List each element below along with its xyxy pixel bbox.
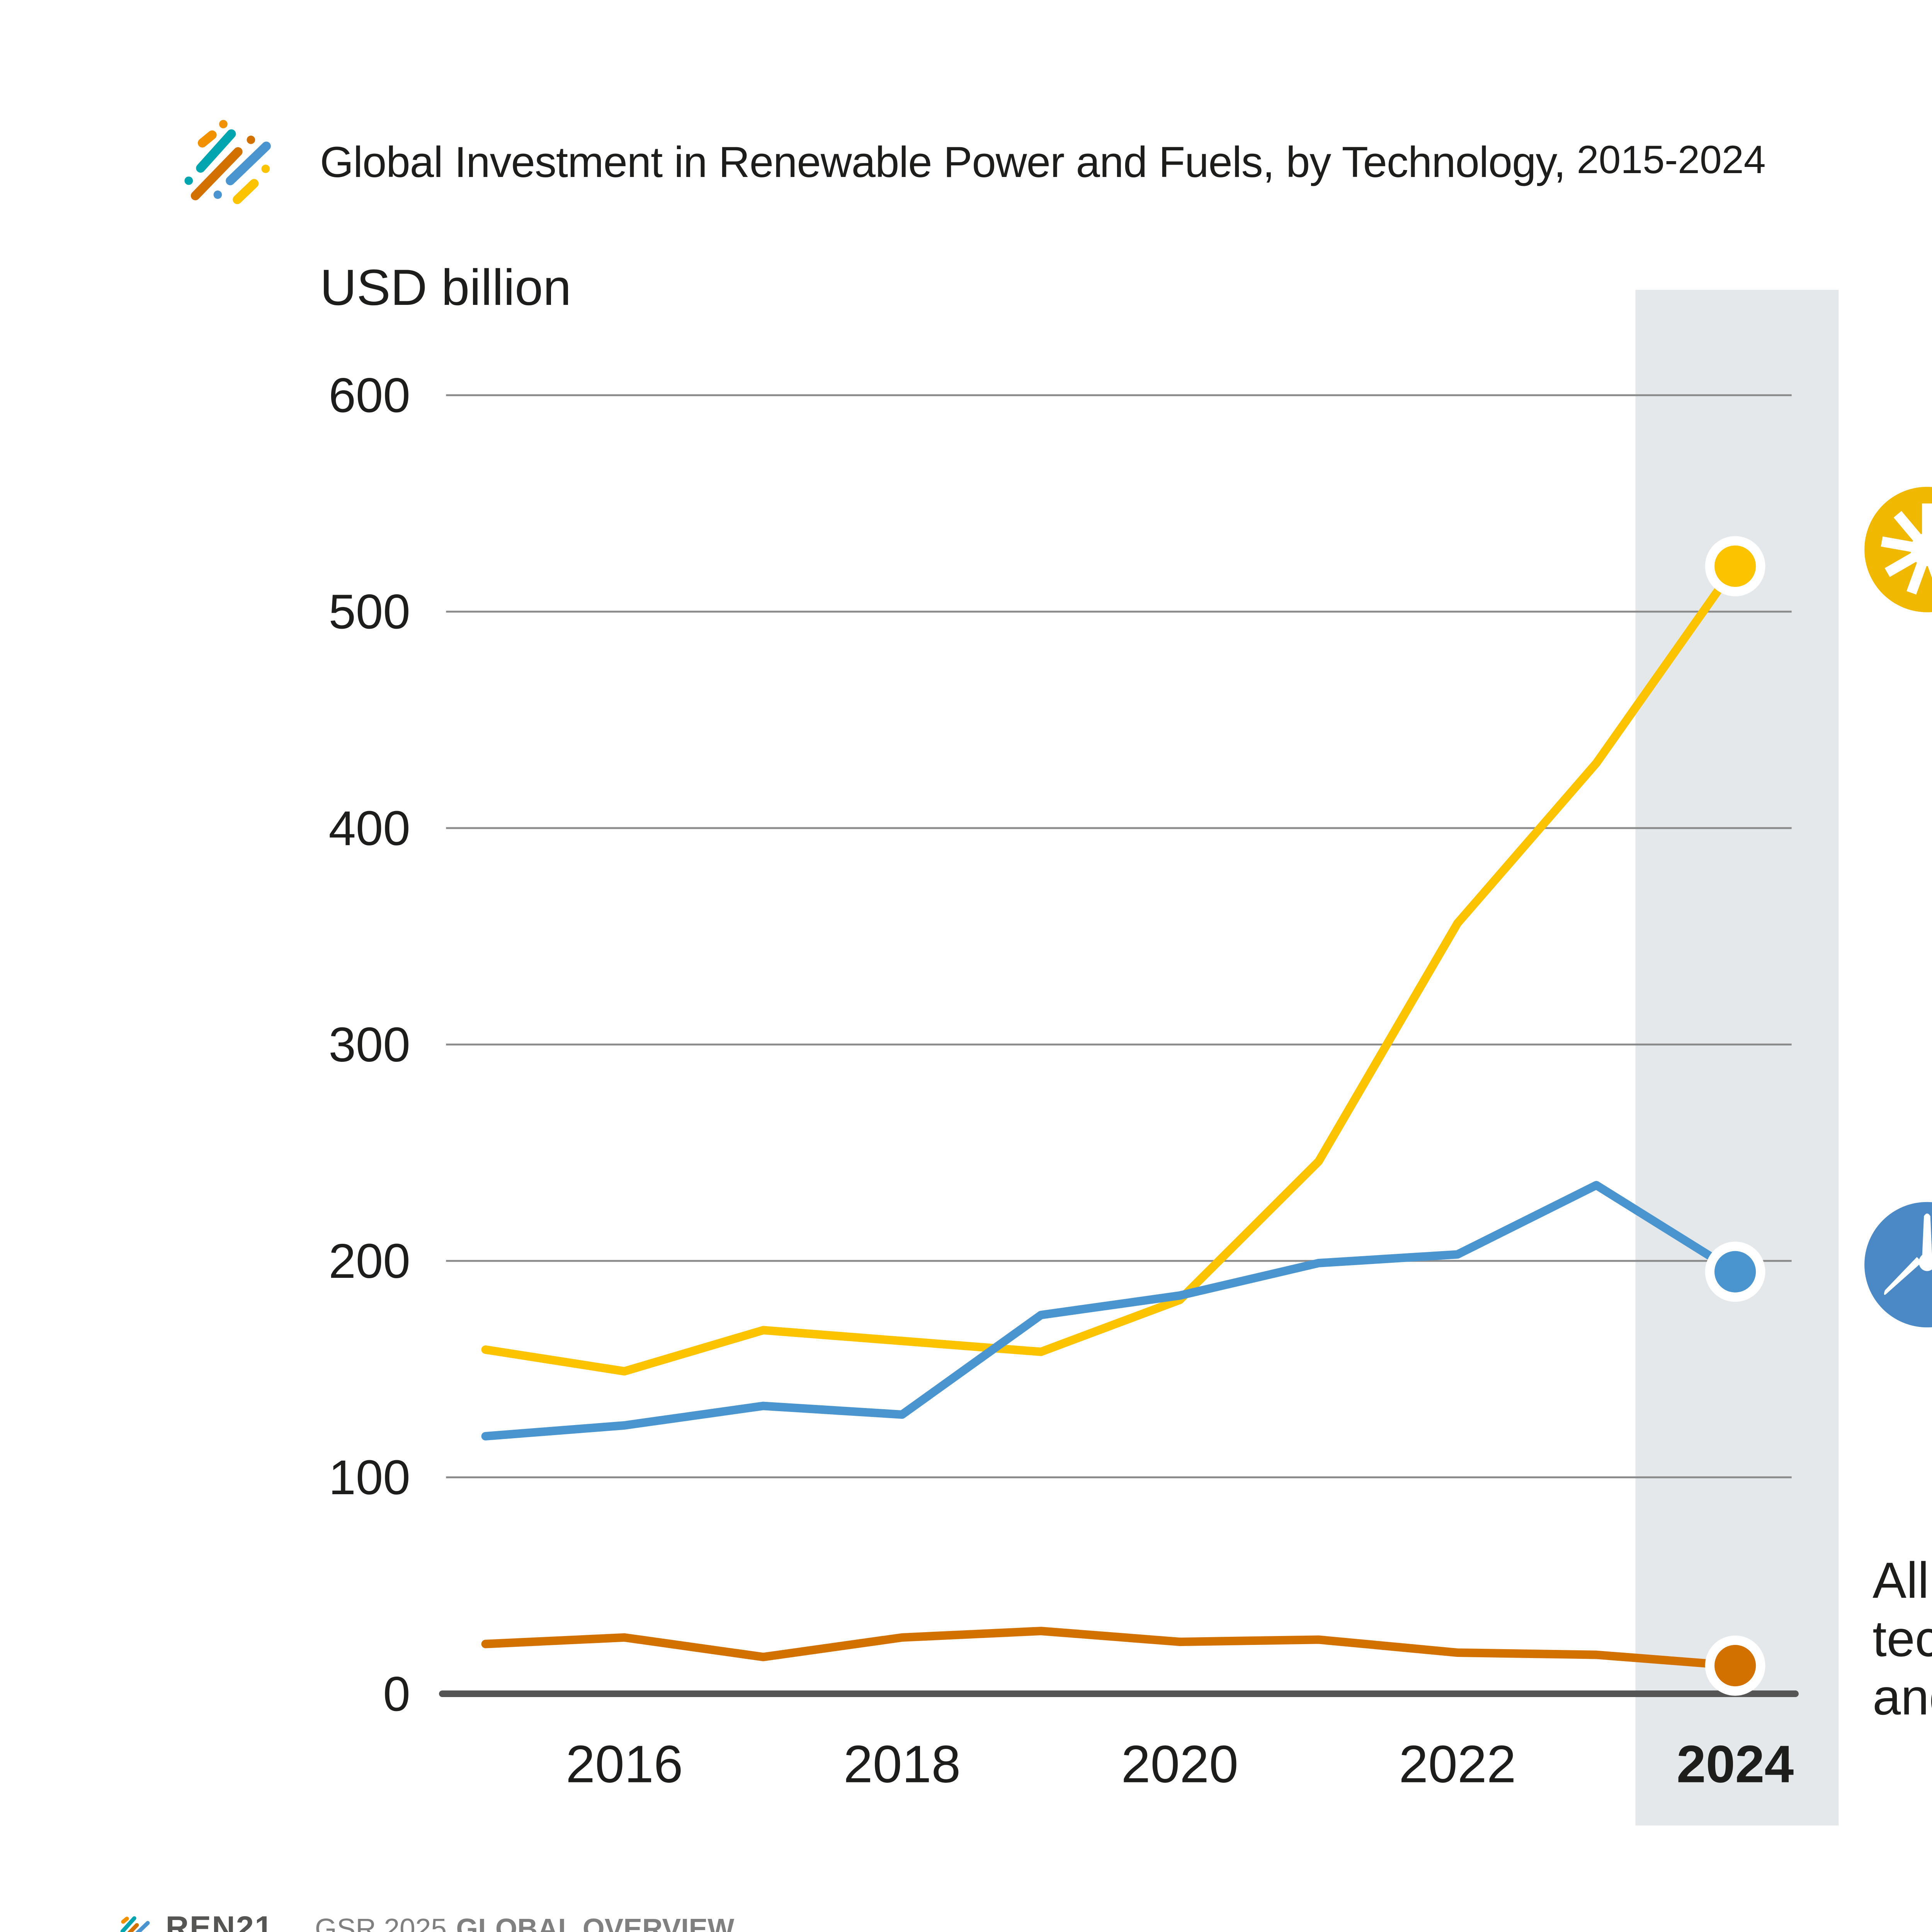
ren21-logo-icon bbox=[184, 120, 271, 204]
logo-stripe bbox=[233, 179, 259, 204]
series-endpoints bbox=[1705, 536, 1765, 1696]
sun-ray bbox=[1893, 511, 1923, 543]
y-tick-label: 600 bbox=[328, 368, 410, 423]
series-lines bbox=[481, 562, 1740, 1670]
legend-other-line-2: technologies bbox=[1872, 1611, 1932, 1668]
x-tick-label: 2016 bbox=[566, 1735, 683, 1793]
logo-stripe bbox=[197, 130, 217, 148]
sun-ray bbox=[1922, 503, 1932, 537]
y-tick-label: 100 bbox=[328, 1450, 410, 1505]
logo-stripe bbox=[226, 141, 271, 185]
x-tick-label: 2024 bbox=[1677, 1735, 1794, 1793]
footer-brand: REN21 bbox=[165, 1910, 274, 1932]
legend-other-line-3: and fuels bbox=[1872, 1669, 1932, 1726]
series-line-other bbox=[481, 1627, 1740, 1670]
legend-other-line-1: All other bbox=[1872, 1553, 1932, 1609]
wind-turbine-icon bbox=[1864, 1202, 1932, 1328]
logo-dot bbox=[219, 120, 228, 129]
sun-icon bbox=[1864, 486, 1932, 612]
logo-stripe bbox=[196, 129, 236, 173]
gridlines bbox=[446, 394, 1792, 1478]
y-axis-unit-label: USD billion bbox=[320, 260, 571, 316]
ren21-footer-logo-icon bbox=[120, 1916, 150, 1932]
logo-dot bbox=[261, 165, 270, 173]
logo-dot bbox=[247, 136, 255, 144]
chart-title-years: 2015-2024 bbox=[1577, 139, 1766, 183]
endpoint-marker-solar bbox=[1714, 545, 1756, 587]
logo-dot bbox=[184, 176, 193, 185]
y-tick-label: 400 bbox=[328, 801, 410, 855]
logo-dot bbox=[213, 190, 222, 199]
x-tick-label: 2022 bbox=[1399, 1735, 1516, 1793]
footer-section: GLOBAL OVERVIEW bbox=[456, 1913, 735, 1932]
footer-report: GSR 2025 bbox=[315, 1913, 447, 1932]
endpoint-marker-wind bbox=[1714, 1251, 1756, 1293]
endpoint-marker-other bbox=[1714, 1645, 1756, 1687]
y-tick-label: 500 bbox=[328, 584, 410, 639]
sun-ray bbox=[1881, 536, 1916, 553]
sun-ray bbox=[1906, 560, 1928, 595]
highlight-band-2024 bbox=[1635, 290, 1839, 1826]
y-tick-label: 300 bbox=[328, 1017, 410, 1072]
y-axis-ticks: 0 100 200 300 400 500 600 bbox=[328, 368, 410, 1721]
x-tick-label: 2018 bbox=[844, 1735, 961, 1793]
x-axis-ticks: 2016 2018 2020 2022 2024 bbox=[566, 1735, 1794, 1793]
sun-ray bbox=[1884, 551, 1919, 577]
y-tick-label: 200 bbox=[328, 1233, 410, 1288]
logo-stripe bbox=[190, 147, 243, 201]
y-tick-label: 0 bbox=[383, 1666, 410, 1721]
series-line-solar bbox=[481, 562, 1740, 1376]
chart-header: Global Investment in Renewable Power and… bbox=[177, 113, 1766, 211]
footer: REN21 GSR 2025 GLOBAL OVERVIEW bbox=[113, 1910, 734, 1932]
chart-title: Global Investment in Renewable Power and… bbox=[320, 136, 1566, 185]
legend-other: All other technologies and fuels bbox=[1872, 1553, 1932, 1728]
series-line-wind bbox=[481, 1181, 1740, 1440]
x-tick-label: 2020 bbox=[1121, 1735, 1238, 1793]
